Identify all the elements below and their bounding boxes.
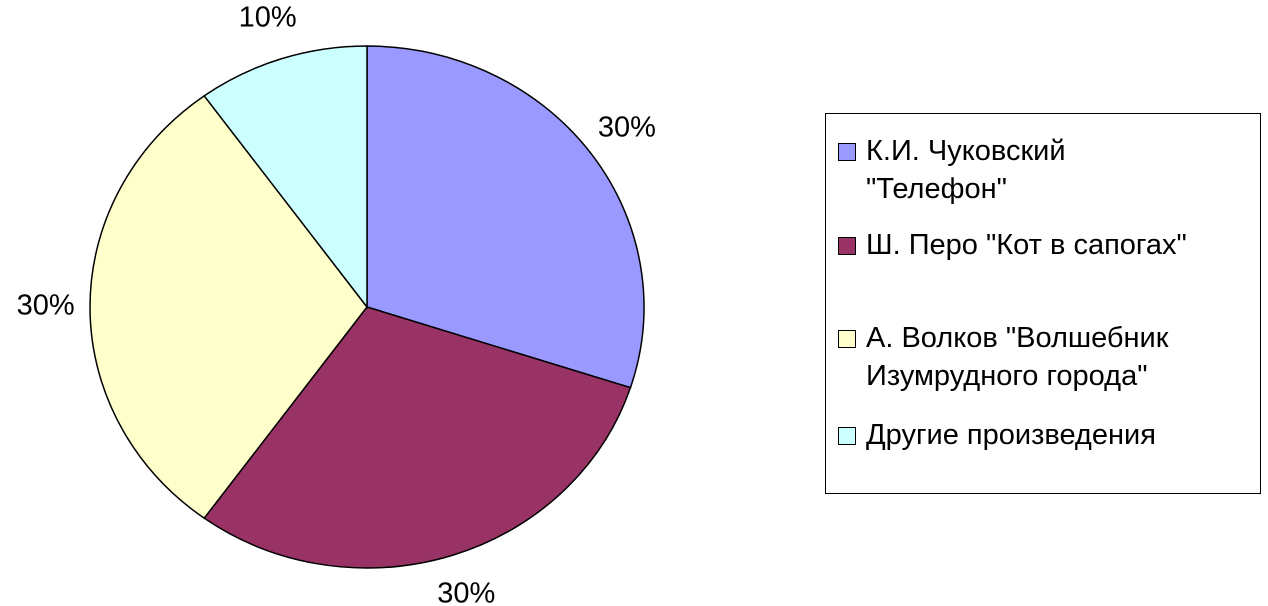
legend-entry: К.И. Чуковский "Телефон"	[838, 132, 1146, 208]
legend-swatch	[838, 143, 856, 161]
legend-swatch	[838, 427, 856, 445]
pie-slice	[366, 45, 645, 389]
pie-slice	[203, 306, 632, 569]
data-label: 30%	[17, 290, 75, 322]
data-label: 30%	[437, 578, 495, 606]
legend-label: Другие произведения	[866, 419, 1156, 451]
legend-entry: Другие произведения	[838, 416, 1156, 454]
data-label: 10%	[239, 2, 297, 34]
pie-slice	[89, 94, 368, 520]
legend: К.И. Чуковский "Телефон" Ш. Перо "Кот в с…	[825, 113, 1261, 494]
legend-swatch	[838, 330, 856, 348]
legend-entry: Ш. Перо "Кот в сапогах"	[838, 226, 1187, 264]
data-label: 30%	[598, 112, 656, 144]
legend-label: Ш. Перо "Кот в сапогах"	[866, 229, 1187, 261]
legend-label: К.И. Чуковский "Телефон"	[866, 135, 1066, 205]
pie-slice	[203, 45, 368, 310]
legend-entry: А. Волков "Волшебник Изумрудного города"	[838, 319, 1266, 395]
legend-label: А. Волков "Волшебник Изумрудного города"	[866, 322, 1169, 392]
legend-swatch	[838, 237, 856, 255]
